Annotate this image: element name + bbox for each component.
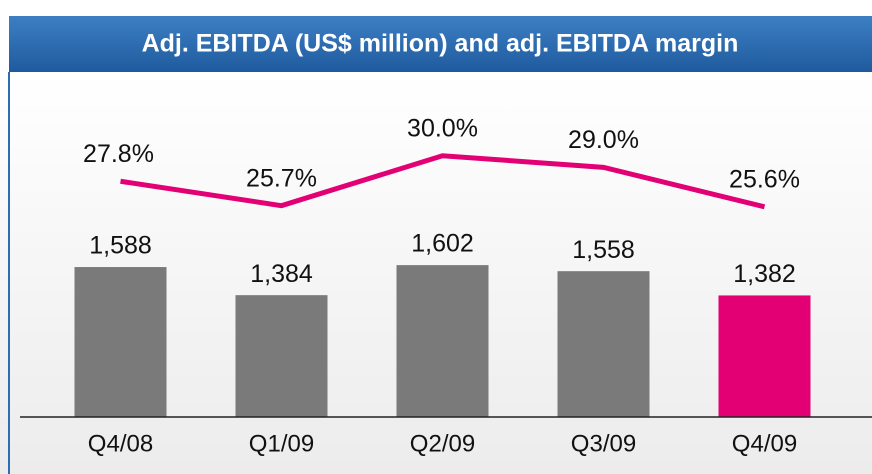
x-tick-label: Q1/09: [249, 430, 314, 457]
x-tick-label: Q4/08: [88, 430, 153, 457]
bar-value-label: 1,602: [411, 230, 474, 258]
bar-value-label: 1,588: [89, 232, 152, 260]
bar: [235, 295, 328, 417]
bar: [718, 295, 811, 417]
bar: [557, 271, 650, 417]
bar-value-label: 1,382: [733, 260, 796, 288]
margin-line: [120, 153, 766, 210]
x-tick-label: Q4/09: [732, 430, 797, 457]
line-value-label: 27.8%: [83, 140, 154, 168]
x-tick-label: Q2/09: [410, 430, 475, 457]
line-value-label: 25.7%: [246, 164, 317, 192]
line-value-label: 30.0%: [407, 114, 478, 142]
bar: [74, 267, 167, 417]
header: [9, 16, 872, 72]
chart-title: Adj. EBITDA (US$ million) and adj. EBITD…: [142, 30, 739, 58]
bar-value-label: 1,558: [572, 236, 635, 264]
plot: 1,588 1,384 1,602 1,558 1,382 27.8% 25.7% 30.0%…: [20, 114, 872, 457]
bar: [396, 265, 489, 417]
bar-value-label: 1,384: [250, 260, 313, 288]
line-value-label: 29.0%: [568, 126, 639, 154]
x-tick-label: Q3/09: [571, 430, 636, 457]
line-value-label: 25.6%: [729, 165, 800, 193]
